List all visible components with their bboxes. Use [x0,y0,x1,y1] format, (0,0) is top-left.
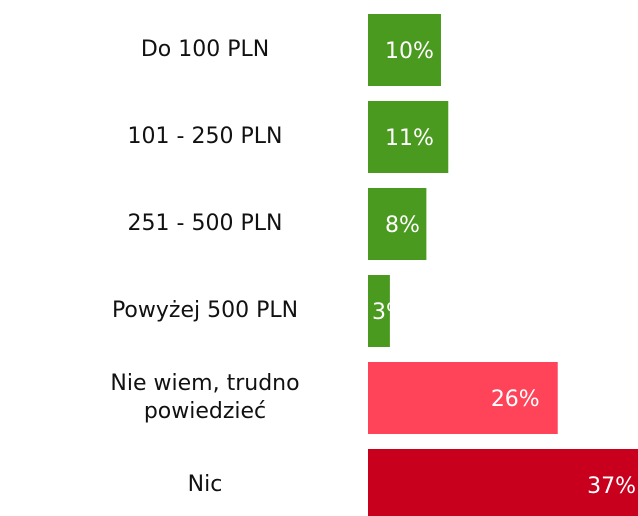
bar [368,188,427,260]
category-label: Nic [188,472,223,497]
bar [368,14,441,86]
value-label: 37% [587,474,636,499]
bar [368,449,638,516]
bar [368,362,558,434]
category-label: Nie wiem, trudno powiedzieć [110,371,299,424]
bar [368,101,449,173]
bar [368,275,390,347]
category-label: Powyżej 500 PLN [112,298,298,323]
value-label: 3% [372,300,407,325]
category-label: 251 - 500 PLN [128,211,283,236]
value-label: 8% [385,213,420,238]
category-label: Do 100 PLN [141,37,269,62]
value-label: 11% [385,126,434,151]
value-label: 10% [385,39,434,64]
value-label: 26% [491,387,540,412]
category-label: 101 - 250 PLN [128,124,283,149]
